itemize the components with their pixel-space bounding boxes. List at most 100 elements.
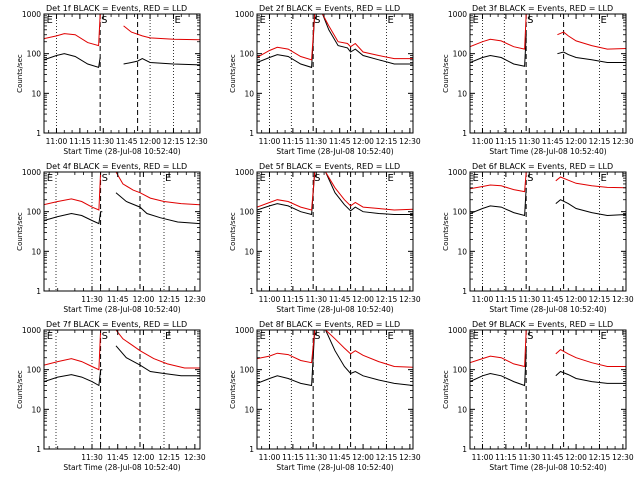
panel-5: Det 5f BLACK = Events, RED = LLD 1 10 100 10… [229, 162, 421, 314]
x-tick-label: 12:00 [565, 453, 587, 462]
y-axis-label: Counts/sec [16, 370, 24, 409]
series-line [44, 330, 200, 371]
x-tick-label: 11:45 [107, 453, 129, 462]
series-line [470, 187, 626, 217]
panel-7: Det 7f BLACK = Events, RED = LLD 1 10 100 10… [16, 320, 206, 472]
panel-title: Det 9f BLACK = Events, RED = LLD [472, 320, 613, 329]
event-marker-label: S [314, 173, 320, 184]
x-tick-label: 12:15 [158, 295, 180, 304]
x-tick-label: 12:00 [352, 137, 374, 146]
x-tick-label: 11:30 [305, 295, 327, 304]
y-tick-label: 10 [457, 89, 467, 98]
x-tick-label: 12:30 [186, 137, 208, 146]
y-axis-label: Counts/sec [16, 212, 24, 251]
panel-title: Det 4f BLACK = Events, RED = LLD [46, 162, 187, 171]
event-marker-label: E [260, 331, 266, 342]
y-tick-label: 1000 [235, 326, 254, 335]
series-line [470, 330, 626, 368]
y-tick-label: 1000 [448, 10, 467, 19]
panel-6: Det 6f BLACK = Events, RED = LLD 1 10 100 10… [442, 162, 634, 314]
event-marker-label: E [600, 331, 606, 342]
x-tick-label: 12:30 [399, 295, 421, 304]
x-tick-label: 12:30 [612, 295, 634, 304]
event-marker-label: E [600, 15, 606, 26]
plot-frame [469, 329, 627, 450]
x-axis-label: Start Time (28-Jul-08 10:52:40) [276, 305, 393, 314]
x-tick-label: 11:00 [472, 137, 494, 146]
series-line [44, 345, 200, 387]
y-tick-label: 1 [249, 445, 254, 454]
event-marker-label: E [165, 331, 171, 342]
event-marker-label: E [47, 331, 53, 342]
event-marker-label: E [260, 15, 266, 26]
panel-2: Det 2f BLACK = Events, RED = LLD 1 10 100 10… [229, 4, 421, 156]
x-axis-label: Start Time (28-Jul-08 10:52:40) [63, 305, 180, 314]
x-tick-label: 11:30 [518, 295, 540, 304]
y-tick-label: 10 [31, 405, 41, 414]
x-axis-label: Start Time (28-Jul-08 10:52:40) [276, 463, 393, 472]
series-line [257, 330, 413, 368]
y-tick-label: 10 [31, 89, 41, 98]
y-tick-label: 1 [462, 287, 467, 296]
plot-frame [43, 329, 201, 450]
y-tick-label: 10 [244, 89, 254, 98]
x-tick-label: 11:45 [329, 137, 351, 146]
series-line [470, 172, 626, 193]
series-line [470, 14, 626, 50]
x-tick-label: 12:15 [376, 295, 398, 304]
y-axis-label: Counts/sec [442, 370, 450, 409]
x-tick-label: 11:30 [518, 137, 540, 146]
x-tick-label: 11:45 [329, 295, 351, 304]
y-tick-label: 1000 [22, 168, 41, 177]
y-tick-label: 1 [36, 445, 41, 454]
event-marker-label: E [165, 173, 171, 184]
y-tick-label: 1 [249, 129, 254, 138]
y-tick-label: 1 [249, 287, 254, 296]
event-marker-label: S [527, 173, 533, 184]
x-axis-label: Start Time (28-Jul-08 10:52:40) [63, 463, 180, 472]
x-tick-label: 11:15 [495, 453, 517, 462]
event-marker-label: S [102, 173, 108, 184]
series-line [470, 34, 626, 67]
y-tick-label: 10 [31, 247, 41, 256]
y-tick-label: 1000 [22, 10, 41, 19]
x-tick-label: 12:30 [612, 453, 634, 462]
event-marker-label: E [387, 173, 393, 184]
event-marker-label: S [101, 15, 107, 26]
y-tick-label: 100 [453, 50, 468, 59]
event-marker-label: E [473, 173, 479, 184]
series-line [44, 14, 200, 47]
x-axis-label: Start Time (28-Jul-08 10:52:40) [489, 305, 606, 314]
x-tick-label: 11:45 [329, 453, 351, 462]
panel-9: Det 9f BLACK = Events, RED = LLD 1 10 100 10… [442, 320, 634, 472]
y-tick-label: 1000 [22, 326, 41, 335]
x-tick-label: 12:30 [184, 295, 206, 304]
x-tick-label: 11:15 [282, 453, 304, 462]
plot-frame [256, 329, 414, 450]
plot-frame [469, 171, 627, 292]
x-tick-label: 11:30 [81, 453, 103, 462]
x-axis-label: Start Time (28-Jul-08 10:52:40) [489, 463, 606, 472]
x-tick-label: 11:45 [542, 137, 564, 146]
y-tick-label: 100 [27, 50, 42, 59]
x-tick-label: 11:30 [305, 453, 327, 462]
y-tick-label: 10 [457, 247, 467, 256]
panel-8: Det 8f BLACK = Events, RED = LLD 1 10 100 10… [229, 320, 421, 472]
panel-4: Det 4f BLACK = Events, RED = LLD 1 10 100 10… [16, 162, 206, 314]
x-tick-label: 11:00 [472, 453, 494, 462]
panel-title: Det 2f BLACK = Events, RED = LLD [259, 4, 400, 13]
y-tick-label: 100 [453, 366, 468, 375]
series-line [257, 172, 413, 211]
x-tick-label: 11:15 [69, 137, 91, 146]
panel-title: Det 6f BLACK = Events, RED = LLD [472, 162, 613, 171]
event-marker-label: S [527, 15, 533, 26]
panel-title: Det 3f BLACK = Events, RED = LLD [472, 4, 613, 13]
panel-title: Det 7f BLACK = Events, RED = LLD [46, 320, 187, 329]
y-tick-label: 1 [462, 129, 467, 138]
y-axis-label: Counts/sec [442, 212, 450, 251]
x-tick-label: 11:45 [107, 295, 129, 304]
x-tick-label: 11:45 [542, 453, 564, 462]
x-tick-label: 11:00 [46, 137, 68, 146]
x-tick-label: 11:15 [495, 295, 517, 304]
